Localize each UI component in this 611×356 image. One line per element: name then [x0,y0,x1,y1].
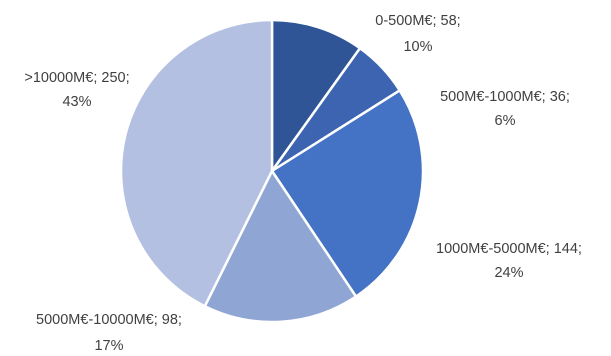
slice-pct-0-500: 10% [403,39,432,55]
slice-label-over-10000: >10000M€; 250; [24,70,129,86]
slice-label-1000-5000: 1000M€-5000M€; 144; [436,241,582,257]
pie-slices [119,18,425,324]
slice-label-0-500: 0-500M€; 58; [375,13,460,29]
slice-pct-over-10000: 43% [62,94,91,110]
pie-slice-1000-5000 [270,88,425,299]
slice-pct-1000-5000: 24% [494,265,523,281]
slice-pct-5000-10000: 17% [94,338,123,354]
slice-pct-500-1000: 6% [495,113,516,129]
pie-slice-5000-10000 [203,168,358,324]
slice-label-5000-10000: 5000M€-10000M€; 98; [36,312,182,328]
slice-label-500-1000: 500M€-1000M€; 36; [440,89,570,105]
pie-slice-over-10000 [119,18,274,308]
pie-slice-0-500 [270,18,362,175]
